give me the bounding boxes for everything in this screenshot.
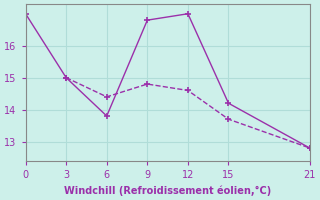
X-axis label: Windchill (Refroidissement éolien,°C): Windchill (Refroidissement éolien,°C) [64,185,271,196]
